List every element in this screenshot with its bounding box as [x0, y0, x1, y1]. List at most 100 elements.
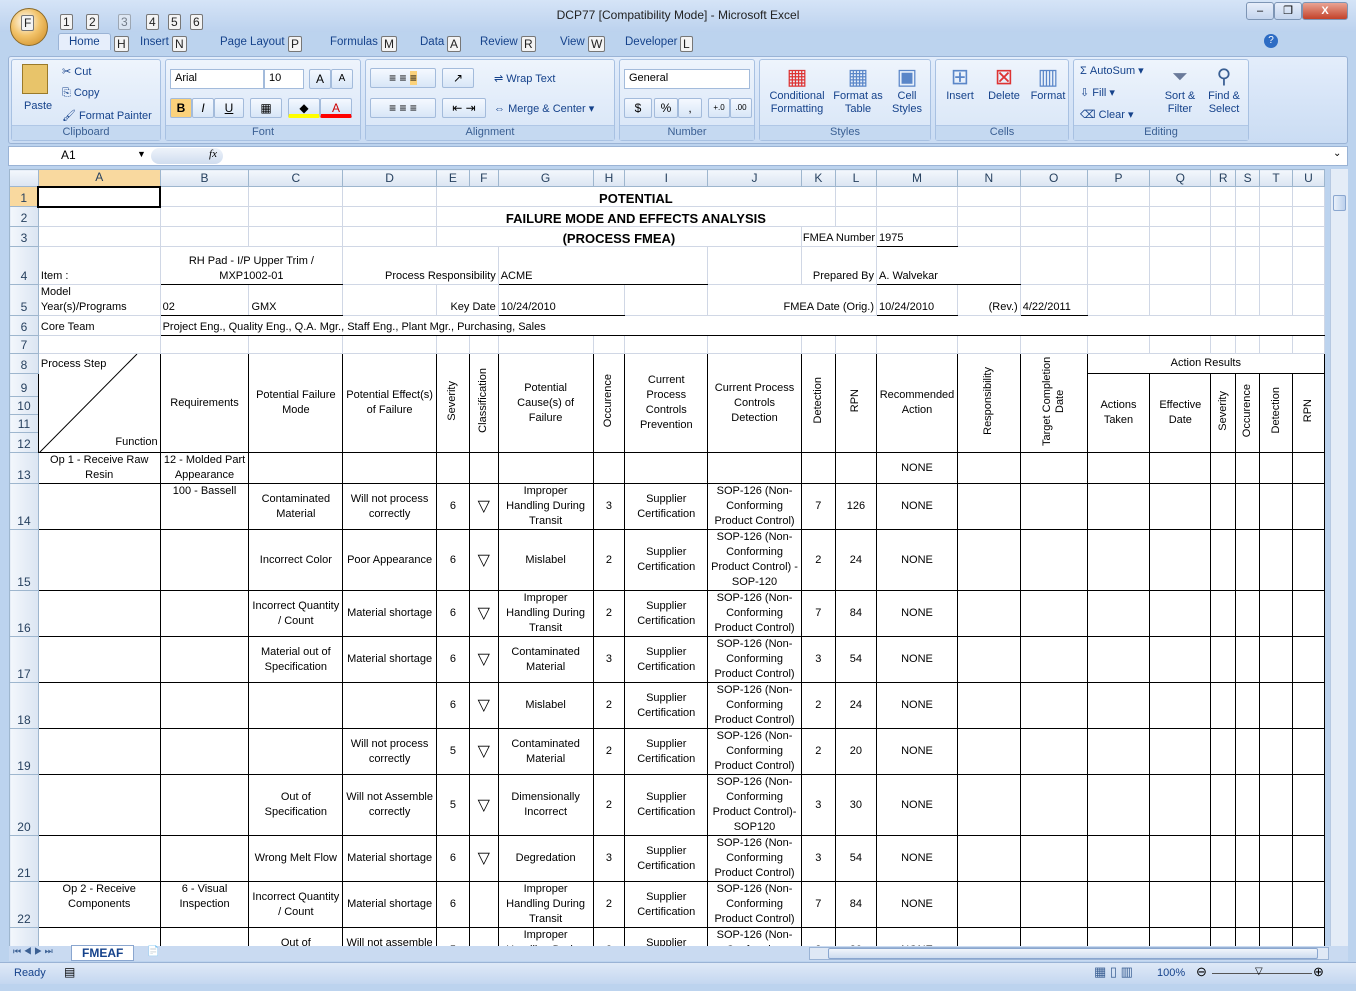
- cell-recommended-action[interactable]: NONE: [876, 529, 958, 591]
- column-header-g[interactable]: G: [497, 169, 594, 187]
- cell-requirement[interactable]: 6 - Visual Inspection: [159, 881, 250, 928]
- cell-effect[interactable]: Poor Appearance: [342, 529, 437, 591]
- zoom-level[interactable]: 100%: [1157, 967, 1186, 979]
- cell-empty[interactable]: [1291, 483, 1325, 530]
- model-year[interactable]: 02: [159, 284, 250, 316]
- cell-severity[interactable]: [435, 452, 470, 484]
- cell-detection-control[interactable]: SOP-126 (Non-Conforming Product Control)…: [707, 774, 802, 836]
- increase-decimal-button[interactable]: +.0: [708, 98, 730, 118]
- tab-insert[interactable]: Insert: [140, 36, 169, 48]
- horizontal-align-buttons[interactable]: ≡ ≡ ≡: [370, 98, 436, 118]
- number-format-select[interactable]: General: [624, 69, 750, 89]
- cell-empty[interactable]: [1210, 728, 1237, 775]
- cell-process-step[interactable]: [37, 636, 161, 683]
- cell-occurrence[interactable]: 2: [592, 682, 626, 729]
- tab-page-layout[interactable]: Page Layout: [220, 36, 285, 48]
- column-header-c[interactable]: C: [248, 169, 344, 187]
- cell-empty[interactable]: [1235, 927, 1261, 946]
- cell-empty[interactable]: [1019, 636, 1088, 683]
- column-header-f[interactable]: F: [468, 169, 499, 187]
- cell-empty[interactable]: [1149, 927, 1212, 946]
- percent-button[interactable]: %: [654, 98, 678, 118]
- cell-empty[interactable]: [1019, 682, 1088, 729]
- close-button[interactable]: X: [1302, 2, 1348, 20]
- cell-severity[interactable]: 5: [435, 728, 470, 775]
- cell-effect[interactable]: [342, 452, 437, 484]
- cell-prevention-control[interactable]: Supplier Certification: [624, 835, 709, 882]
- cell-effect[interactable]: Material shortage: [342, 835, 437, 882]
- cell-empty[interactable]: [1086, 590, 1151, 637]
- cell-rpn[interactable]: 84: [834, 881, 878, 928]
- cell-empty[interactable]: [1259, 881, 1293, 928]
- cell-empty[interactable]: [1291, 590, 1325, 637]
- cell-empty[interactable]: [1086, 728, 1151, 775]
- vertical-align-buttons[interactable]: ≡ ≡ ≡: [370, 68, 436, 88]
- cell-rpn[interactable]: 20: [834, 728, 878, 775]
- cell-requirement[interactable]: [159, 774, 250, 836]
- cell-failure-mode[interactable]: Material out of Specification: [248, 636, 344, 683]
- cell-rpn[interactable]: 30: [834, 774, 878, 836]
- cell-empty[interactable]: [1235, 682, 1261, 729]
- column-header-j[interactable]: J: [707, 169, 802, 187]
- cell-empty[interactable]: [1210, 636, 1237, 683]
- cell-occurrence[interactable]: 3: [592, 483, 626, 530]
- cell-occurrence[interactable]: 2: [592, 728, 626, 775]
- sheet-nav-arrows-icon[interactable]: ⏮ ◀ ▶ ⏭: [13, 946, 53, 956]
- rev-date[interactable]: 4/22/2011: [1019, 284, 1088, 316]
- expand-formula-bar-icon[interactable]: ⌄: [1333, 148, 1342, 159]
- cell-empty[interactable]: [1149, 483, 1212, 530]
- column-header-u[interactable]: U: [1291, 169, 1325, 187]
- find-select-button[interactable]: ⚲ Find & Select: [1202, 64, 1246, 116]
- fill-color-button[interactable]: ◆: [288, 98, 320, 118]
- cell-prevention-control[interactable]: Supplier Certification: [624, 774, 709, 836]
- format-as-table-button[interactable]: ▦ Format as Table: [833, 64, 883, 115]
- process-responsibility[interactable]: ACME: [497, 246, 709, 285]
- column-header-k[interactable]: K: [800, 169, 836, 187]
- cell-empty[interactable]: [1259, 483, 1293, 530]
- cell-process-step[interactable]: Op 2 - Receive Components: [37, 881, 161, 928]
- cell-empty[interactable]: [1210, 452, 1237, 484]
- cell-rpn[interactable]: 24: [834, 682, 878, 729]
- cell-rpn[interactable]: 30: [834, 927, 878, 946]
- cell-classification[interactable]: [468, 927, 499, 946]
- cell-empty[interactable]: [1259, 452, 1293, 484]
- office-button[interactable]: [10, 8, 48, 46]
- cell-empty[interactable]: [1235, 452, 1261, 484]
- fx-button[interactable]: fx: [151, 148, 223, 164]
- cell-empty[interactable]: [1019, 774, 1088, 836]
- vertical-scrollbar[interactable]: [1330, 169, 1348, 946]
- cell-effect[interactable]: Material shortage: [342, 881, 437, 928]
- cell-empty[interactable]: [1149, 452, 1212, 484]
- horizontal-scrollbar[interactable]: [809, 947, 1329, 960]
- cell-empty[interactable]: [957, 483, 1021, 530]
- cell-recommended-action[interactable]: NONE: [876, 774, 958, 836]
- row-header[interactable]: 2: [9, 206, 39, 227]
- cell-classification[interactable]: ▽: [468, 774, 499, 836]
- conditional-formatting-button[interactable]: ▦ Conditional Formatting: [762, 64, 832, 116]
- cell-classification[interactable]: [468, 881, 499, 928]
- cell-cause[interactable]: Improper Handling During Transit: [497, 927, 594, 946]
- cell-cause[interactable]: Contaminated Material: [497, 636, 594, 683]
- bold-button[interactable]: B: [170, 98, 192, 118]
- cell-occurrence[interactable]: [592, 452, 626, 484]
- fill-button[interactable]: ⇩ Fill ▾: [1080, 87, 1115, 99]
- format-button[interactable]: ▥ Format: [1026, 64, 1070, 103]
- underline-button[interactable]: U: [214, 98, 244, 118]
- cell-recommended-action[interactable]: NONE: [876, 728, 958, 775]
- cell-empty[interactable]: [1086, 881, 1151, 928]
- cell-failure-mode[interactable]: Incorrect Quantity / Count: [248, 590, 344, 637]
- cell-empty[interactable]: [1291, 636, 1325, 683]
- cell-empty[interactable]: [1259, 728, 1293, 775]
- row-header[interactable]: 23: [9, 927, 39, 946]
- column-header-q[interactable]: Q: [1149, 169, 1212, 187]
- cell-empty[interactable]: [1235, 483, 1261, 530]
- row-header[interactable]: 13: [9, 452, 39, 484]
- row-header[interactable]: 6: [9, 315, 39, 336]
- cell-prevention-control[interactable]: Supplier Certification: [624, 636, 709, 683]
- cell-detection-control[interactable]: SOP-126 (Non-Conforming Product Control): [707, 927, 802, 946]
- cell-prevention-control[interactable]: Supplier Certification: [624, 881, 709, 928]
- cell-cause[interactable]: [497, 452, 594, 484]
- cell-empty[interactable]: [1235, 636, 1261, 683]
- orientation-button[interactable]: ↗: [442, 68, 474, 88]
- cell-requirement[interactable]: [159, 590, 250, 637]
